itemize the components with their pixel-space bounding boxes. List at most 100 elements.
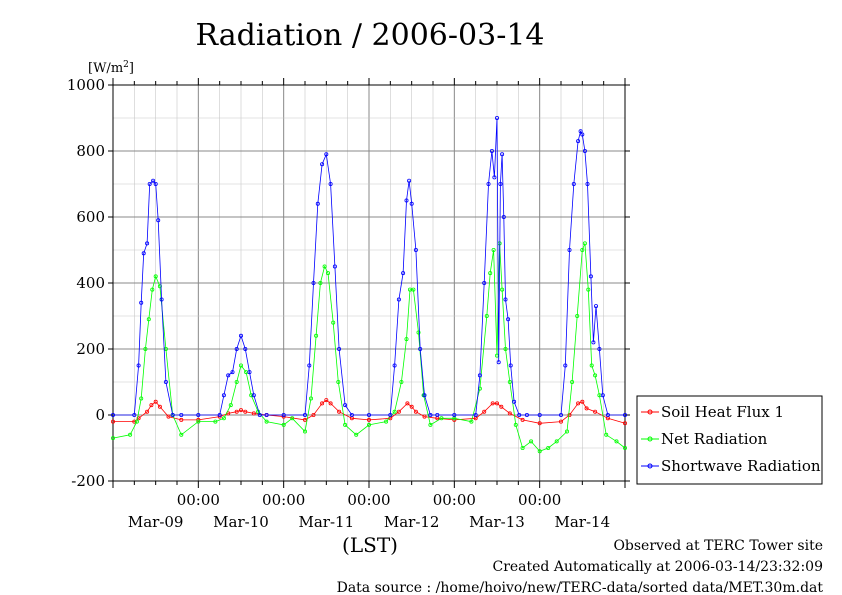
data-point — [307, 363, 312, 368]
data-point — [584, 406, 589, 411]
data-point — [302, 417, 307, 422]
data-point — [435, 412, 440, 417]
data-point — [249, 393, 254, 398]
data-point — [589, 363, 594, 368]
data-point — [396, 409, 401, 414]
data-point — [490, 401, 495, 406]
data-point — [582, 148, 587, 153]
data-point — [486, 181, 491, 186]
data-point — [546, 445, 551, 450]
data-point — [243, 409, 248, 414]
legend: Soil Heat Flux 1 Net Radiation Shortwave R… — [636, 395, 823, 485]
data-point — [311, 280, 316, 285]
data-point — [111, 419, 116, 424]
data-point — [407, 178, 412, 183]
data-point — [405, 401, 410, 406]
data-point — [396, 297, 401, 302]
data-point — [281, 422, 286, 427]
data-point — [302, 412, 307, 417]
y-tick-label: 200 — [76, 340, 105, 358]
data-point — [567, 247, 572, 252]
data-point — [409, 201, 414, 206]
data-point — [411, 287, 416, 292]
data-point — [604, 432, 609, 437]
y-tick-label: -200 — [71, 472, 105, 490]
x-day-label: Mar-10 — [213, 513, 269, 531]
data-point — [179, 432, 184, 437]
data-point — [331, 320, 336, 325]
data-point — [494, 401, 499, 406]
data-point — [238, 333, 243, 338]
data-point — [594, 304, 599, 309]
data-point — [128, 432, 133, 437]
footer-observed: Observed at TERC Tower site — [613, 538, 823, 554]
data-point — [473, 412, 478, 417]
data-point — [226, 373, 231, 378]
data-point — [257, 412, 262, 417]
data-point — [132, 412, 137, 417]
data-point — [141, 251, 146, 256]
data-point — [332, 264, 337, 269]
y-tick-label: 1000 — [67, 76, 105, 94]
data-point — [157, 284, 162, 289]
data-point — [586, 287, 591, 292]
data-point — [145, 409, 150, 414]
x-day-label: Mar-12 — [384, 513, 440, 531]
series-line — [113, 117, 625, 416]
data-point — [503, 346, 508, 351]
data-point — [320, 162, 325, 167]
data-point — [111, 436, 116, 441]
x-axis: 00:00 00:00 00:00 00:00 00:00 Mar-09 Mar-10 Mar… — [112, 78, 626, 531]
data-point — [149, 403, 154, 408]
legend-box — [636, 395, 823, 485]
data-point — [392, 409, 397, 414]
data-point — [196, 412, 201, 417]
data-point — [153, 274, 158, 279]
data-point — [228, 403, 233, 408]
data-point — [575, 313, 580, 318]
data-point — [580, 247, 585, 252]
x-day-label: Mar-14 — [555, 513, 611, 531]
data-point — [308, 396, 313, 401]
data-point — [554, 439, 559, 444]
data-point — [600, 393, 605, 398]
data-point — [234, 346, 239, 351]
data-point — [489, 148, 494, 153]
data-point — [170, 412, 175, 417]
data-point — [150, 287, 155, 292]
data-point — [392, 363, 397, 368]
data-point — [366, 422, 371, 427]
data-point — [559, 419, 564, 424]
y-tick-label: 600 — [76, 208, 105, 226]
data-point — [488, 271, 493, 276]
data-point — [418, 346, 423, 351]
x-tick-label: 00:00 — [177, 491, 220, 509]
data-point — [147, 181, 152, 186]
data-point — [582, 241, 587, 246]
x-tick-label: 00:00 — [347, 491, 390, 509]
data-point — [156, 218, 161, 223]
data-point — [567, 412, 572, 417]
data-point — [153, 399, 158, 404]
x-tick-label: 00:00 — [518, 491, 561, 509]
legend-label: Soil Heat Flux 1 — [661, 403, 784, 421]
data-point — [482, 409, 487, 414]
data-point — [146, 317, 151, 322]
data-point — [563, 363, 568, 368]
legend-marker — [647, 409, 653, 415]
data-point — [565, 429, 570, 434]
data-point — [580, 132, 585, 137]
data-point — [499, 404, 504, 409]
data-point — [238, 363, 243, 368]
data-point — [597, 346, 602, 351]
data-point — [409, 404, 414, 409]
data-point — [251, 393, 256, 398]
data-point — [422, 393, 427, 398]
data-point — [325, 271, 330, 276]
data-point — [507, 411, 512, 416]
data-point — [343, 422, 348, 427]
data-point — [111, 412, 116, 417]
data-point — [585, 181, 590, 186]
series-layer — [111, 116, 628, 454]
